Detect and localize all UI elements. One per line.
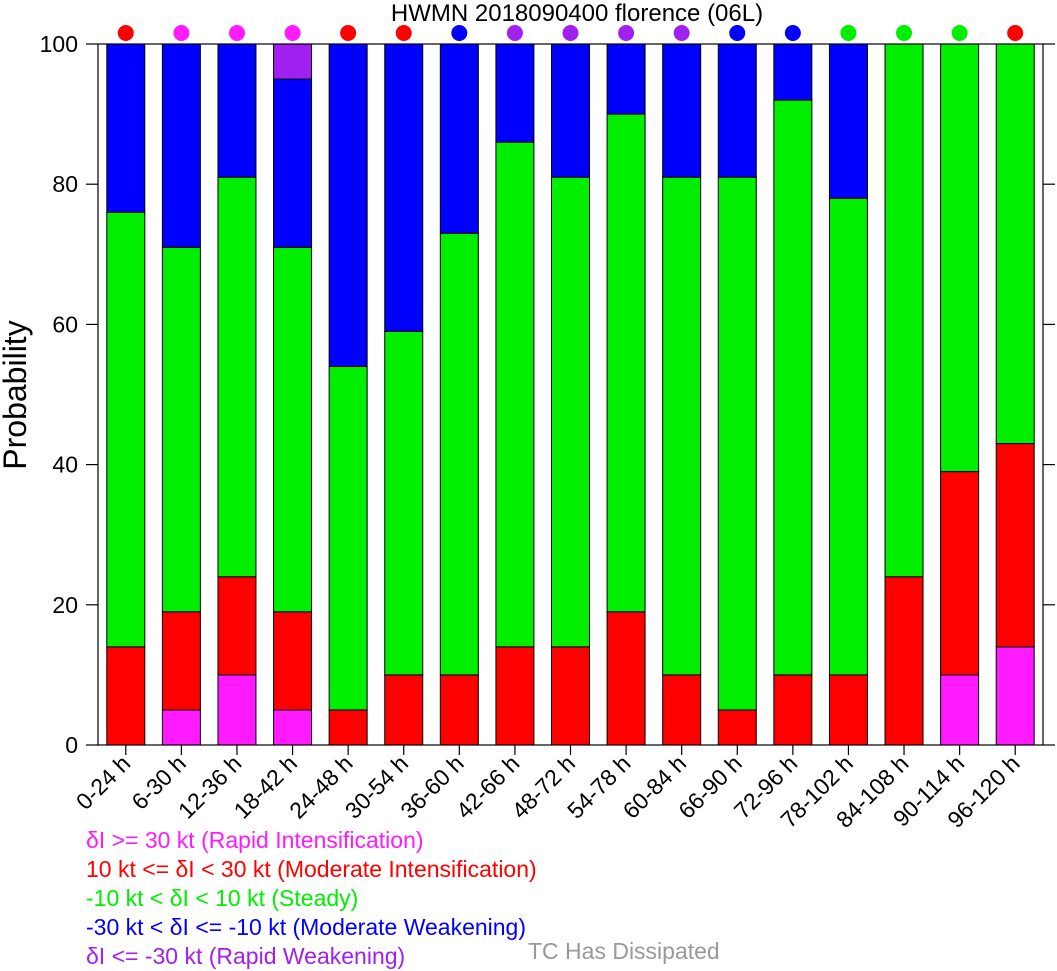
bar-segment-42-66h-s3 bbox=[495, 43, 535, 143]
bar-segment-90-114h-s0 bbox=[940, 674, 980, 746]
bar-segment-30-54h-s3 bbox=[384, 43, 424, 332]
bar-segment-24-48h-s3 bbox=[328, 43, 368, 367]
bars-group bbox=[106, 43, 1035, 746]
bar-segment-48-72h-s2 bbox=[551, 176, 590, 648]
top-marker-90-114h bbox=[951, 25, 968, 41]
bar-segment-60-84h-s2 bbox=[662, 176, 702, 676]
bar-segment-96-120h-s0 bbox=[995, 646, 1035, 746]
bar-segment-72-96h-s2 bbox=[773, 99, 813, 676]
bar-segment-90-114h-s2 bbox=[940, 43, 980, 473]
bar-segment-60-84h-s1 bbox=[662, 674, 702, 746]
bar-segment-66-90h-s2 bbox=[717, 176, 757, 711]
bar-segment-54-78h-s2 bbox=[606, 113, 646, 613]
top-marker-84-108h bbox=[896, 25, 913, 41]
y-axis-label: Probability bbox=[0, 320, 33, 469]
bar-segment-18-42h-s0 bbox=[273, 709, 313, 746]
top-marker-96-120h bbox=[1007, 25, 1024, 41]
bar-segment-84-108h-s1 bbox=[884, 576, 924, 746]
top-marker-36-60h bbox=[451, 25, 468, 41]
bar-segment-30-54h-s1 bbox=[384, 674, 424, 746]
bar-segment-0-24h-s3 bbox=[106, 43, 146, 213]
legend-item-moderate-intensification: 10 kt <= δI < 30 kt (Moderate Intensific… bbox=[86, 856, 537, 882]
chart-title: HWMN 2018090400 florence (06L) bbox=[391, 0, 763, 27]
legend-item-steady: -10 kt < δI < 10 kt (Steady) bbox=[86, 885, 359, 911]
top-marker-0-24h bbox=[117, 25, 134, 41]
top-marker-18-42h bbox=[284, 25, 301, 41]
bar-segment-60-84h-s3 bbox=[662, 43, 702, 178]
bar-segment-96-120h-s2 bbox=[995, 43, 1035, 445]
bar-segment-90-114h-s1 bbox=[940, 471, 980, 676]
top-marker-48-72h bbox=[562, 25, 579, 41]
top-marker-78-102h bbox=[840, 25, 857, 41]
bar-segment-18-42h-s1 bbox=[273, 611, 313, 711]
bar-segment-78-102h-s3 bbox=[828, 43, 868, 199]
top-marker-12-36h bbox=[228, 25, 245, 41]
bar-segment-78-102h-s1 bbox=[828, 674, 868, 746]
bar-segment-18-42h-s3 bbox=[273, 78, 313, 248]
bar-segment-12-36h-s3 bbox=[217, 43, 257, 178]
x-tick-label: 0-24 h bbox=[71, 750, 136, 815]
y-tick-label: 60 bbox=[52, 311, 78, 337]
legend-item-dissipated: TC Has Dissipated bbox=[528, 938, 720, 964]
bar-segment-0-24h-s1 bbox=[106, 646, 146, 746]
top-marker-54-78h bbox=[618, 25, 635, 41]
bar-segment-42-66h-s2 bbox=[495, 141, 535, 648]
y-tick-label: 0 bbox=[65, 732, 78, 758]
bar-segment-36-60h-s3 bbox=[439, 43, 479, 234]
bar-segment-24-48h-s1 bbox=[328, 709, 368, 746]
top-marker-66-90h bbox=[729, 25, 746, 41]
y-tick-label: 80 bbox=[52, 171, 78, 197]
bar-segment-12-36h-s1 bbox=[217, 576, 257, 676]
bar-segment-24-48h-s2 bbox=[328, 365, 368, 711]
bar-segment-6-30h-s3 bbox=[161, 43, 201, 248]
top-marker-6-30h bbox=[173, 25, 190, 41]
bar-segment-30-54h-s2 bbox=[384, 330, 424, 676]
bar-segment-48-72h-s3 bbox=[551, 43, 590, 178]
bar-segment-84-108h-s2 bbox=[884, 43, 924, 578]
bar-segment-36-60h-s1 bbox=[439, 674, 479, 746]
bar-segment-6-30h-s1 bbox=[161, 611, 201, 711]
bar-segment-72-96h-s1 bbox=[773, 674, 813, 746]
bar-segment-54-78h-s3 bbox=[606, 43, 646, 115]
bar-segment-18-42h-s2 bbox=[273, 246, 313, 613]
legend-item-moderate-weakening: -30 kt < δI <= -10 kt (Moderate Weakenin… bbox=[86, 914, 527, 940]
legend-item-rapid-intensification: δI >= 30 kt (Rapid Intensification) bbox=[86, 827, 424, 853]
markers-group bbox=[117, 25, 1024, 41]
bar-segment-36-60h-s2 bbox=[439, 232, 479, 676]
bar-segment-18-42h-s4 bbox=[273, 43, 313, 80]
bar-segment-78-102h-s2 bbox=[828, 197, 868, 676]
top-marker-72-96h bbox=[784, 25, 801, 41]
bar-segment-48-72h-s1 bbox=[551, 646, 590, 746]
bar-segment-42-66h-s1 bbox=[495, 646, 535, 746]
legend: δI >= 30 kt (Rapid Intensification) 10 k… bbox=[86, 826, 537, 971]
bar-segment-54-78h-s1 bbox=[606, 611, 646, 746]
top-marker-30-54h bbox=[395, 25, 412, 41]
bar-segment-72-96h-s3 bbox=[773, 43, 813, 101]
top-marker-24-48h bbox=[340, 25, 357, 41]
y-tick-label: 100 bbox=[40, 31, 78, 57]
bar-segment-66-90h-s1 bbox=[717, 709, 757, 746]
bar-segment-6-30h-s0 bbox=[161, 709, 201, 746]
bar-segment-0-24h-s2 bbox=[106, 211, 146, 648]
top-marker-42-66h bbox=[506, 25, 523, 41]
y-tick-label: 20 bbox=[52, 592, 78, 618]
bar-segment-96-120h-s1 bbox=[995, 443, 1035, 648]
bar-segment-6-30h-s2 bbox=[161, 246, 201, 613]
top-marker-60-84h bbox=[673, 25, 690, 41]
bar-segment-66-90h-s3 bbox=[717, 43, 757, 178]
y-tick-label: 40 bbox=[52, 452, 78, 478]
bar-segment-12-36h-s0 bbox=[217, 674, 257, 746]
legend-item-rapid-weakening: δI <= -30 kt (Rapid Weakening) bbox=[86, 943, 406, 969]
bar-segment-12-36h-s2 bbox=[217, 176, 257, 578]
